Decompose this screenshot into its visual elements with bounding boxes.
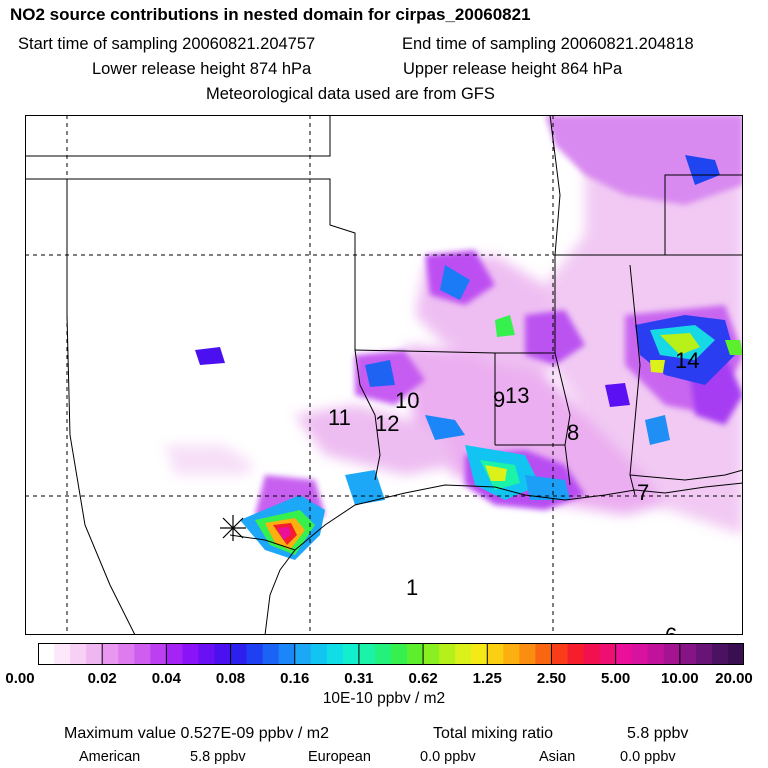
colorbar-tick-label: 1.25 bbox=[472, 670, 502, 687]
colorbar-units: 10E-10 ppbv / m2 bbox=[322, 690, 446, 707]
colorbar-cell bbox=[246, 643, 264, 665]
colorbar-cell bbox=[150, 643, 167, 665]
region-label-1: 1 bbox=[406, 575, 418, 600]
colorbar-cell bbox=[407, 643, 424, 665]
map-title: NO2 source contributions in nested domai… bbox=[10, 5, 531, 24]
colorbar-cell bbox=[695, 643, 713, 665]
colorbar-cell bbox=[38, 643, 55, 665]
colorbar-cell bbox=[166, 643, 184, 665]
colorbar-tick-label: 0.62 bbox=[408, 670, 438, 687]
colorbar-cell bbox=[455, 643, 472, 665]
colorbar-cell bbox=[198, 643, 216, 665]
colorbar-cell bbox=[326, 643, 344, 665]
end-time-label: End time of sampling 20060821.204818 bbox=[402, 35, 694, 53]
total-mixing-value: 5.8 ppbv bbox=[627, 725, 689, 742]
colorbar-tick-label: 5.00 bbox=[601, 670, 631, 687]
colorbar-cell bbox=[711, 643, 729, 665]
colorbar-cell bbox=[86, 643, 103, 665]
colorbar-cell bbox=[54, 643, 71, 665]
colorbar-cell bbox=[631, 643, 649, 665]
region-label-7: 7 bbox=[637, 480, 649, 505]
colorbar-cell bbox=[182, 643, 200, 665]
european-label: European bbox=[308, 749, 371, 765]
colorbar-cell bbox=[230, 643, 248, 665]
region-label-6: 6 bbox=[665, 623, 677, 635]
colorbar-cell bbox=[278, 643, 296, 665]
start-time-label: Start time of sampling 20060821.204757 bbox=[18, 35, 316, 53]
colorbar-cell bbox=[134, 643, 151, 665]
lower-height-label: Lower release height 874 hPa bbox=[92, 60, 312, 78]
colorbar-cell bbox=[599, 643, 617, 665]
asian-value: 0.0 ppbv bbox=[620, 749, 676, 765]
american-value: 5.8 ppbv bbox=[190, 749, 246, 765]
colorbar-cell bbox=[118, 643, 135, 665]
colorbar-cell bbox=[567, 643, 585, 665]
max-value-label: Maximum value 0.527E-09 ppbv / m2 bbox=[64, 725, 330, 742]
region-label-10: 10 bbox=[395, 388, 419, 413]
coastline bbox=[229, 482, 743, 635]
colorbar bbox=[38, 643, 744, 665]
lat-lon-grid bbox=[25, 115, 743, 635]
region-label-12: 12 bbox=[375, 411, 399, 436]
colorbar-cell bbox=[423, 643, 440, 665]
colorbar-cell bbox=[503, 643, 520, 665]
colorbar-cell bbox=[358, 643, 376, 665]
colorbar-cell bbox=[487, 643, 504, 665]
colorbar-cell bbox=[663, 643, 681, 665]
asian-label: Asian bbox=[539, 749, 576, 765]
american-label: American bbox=[79, 749, 141, 765]
colorbar-tick-label: 0.31 bbox=[344, 670, 374, 687]
colorbar-tick-label: 20.00 bbox=[715, 670, 753, 687]
max-concentration-hotspot bbox=[240, 495, 325, 560]
upper-height-label: Upper release height 864 hPa bbox=[403, 60, 623, 78]
map-frame bbox=[25, 115, 743, 635]
colorbar-cell bbox=[214, 643, 232, 665]
colorbar-cell bbox=[535, 643, 553, 665]
colorbar-tick-label: 2.50 bbox=[536, 670, 567, 687]
region-label-9: 9 bbox=[493, 387, 505, 412]
colorbar-tick-label: 0.16 bbox=[280, 670, 310, 687]
european-value: 0.0 ppbv bbox=[420, 749, 476, 765]
colorbar-cell bbox=[70, 643, 87, 665]
region-labels: 1 6 7 8 9 10 11 12 13 14 bbox=[328, 348, 699, 635]
colorbar-cell bbox=[519, 643, 537, 665]
total-mixing-label: Total mixing ratio bbox=[433, 725, 554, 742]
region-label-11: 11 bbox=[328, 405, 351, 430]
colorbar-cell bbox=[679, 643, 697, 665]
region-label-13: 13 bbox=[505, 383, 529, 408]
colorbar-cell bbox=[439, 643, 456, 665]
concentration-map: 1 6 7 8 9 10 11 12 13 14 bbox=[25, 115, 743, 635]
source-location-marker bbox=[220, 515, 246, 541]
colorbar-cell bbox=[342, 643, 360, 665]
colorbar-cell bbox=[262, 643, 280, 665]
colorbar-cell bbox=[551, 643, 569, 665]
colorbar-cell bbox=[647, 643, 665, 665]
colorbar-cell bbox=[615, 643, 633, 665]
colorbar-cells bbox=[38, 643, 744, 665]
colorbar-tick-label: 0.00 bbox=[5, 670, 35, 687]
colorbar-cell bbox=[391, 643, 408, 665]
colorbar-cell bbox=[727, 643, 744, 665]
colorbar-tick-label: 10.00 bbox=[661, 670, 699, 687]
colorbar-tick-label: 0.02 bbox=[87, 670, 117, 687]
colorbar-cell bbox=[374, 643, 392, 665]
colorbar-tick-label: 0.08 bbox=[215, 670, 246, 687]
colorbar-dividers bbox=[101, 643, 681, 665]
colorbar-cell bbox=[102, 643, 119, 665]
colorbar-cell bbox=[583, 643, 601, 665]
met-data-label: Meteorological data used are from GFS bbox=[206, 85, 495, 103]
region-label-8: 8 bbox=[567, 420, 579, 445]
colorbar-cell bbox=[310, 643, 328, 665]
colorbar-cell bbox=[294, 643, 312, 665]
region-label-14: 14 bbox=[675, 348, 699, 373]
colorbar-tick-label: 0.04 bbox=[151, 670, 181, 687]
colorbar-frame bbox=[38, 643, 744, 665]
colorbar-cell bbox=[471, 643, 488, 665]
concentration-plume bbox=[165, 115, 743, 560]
